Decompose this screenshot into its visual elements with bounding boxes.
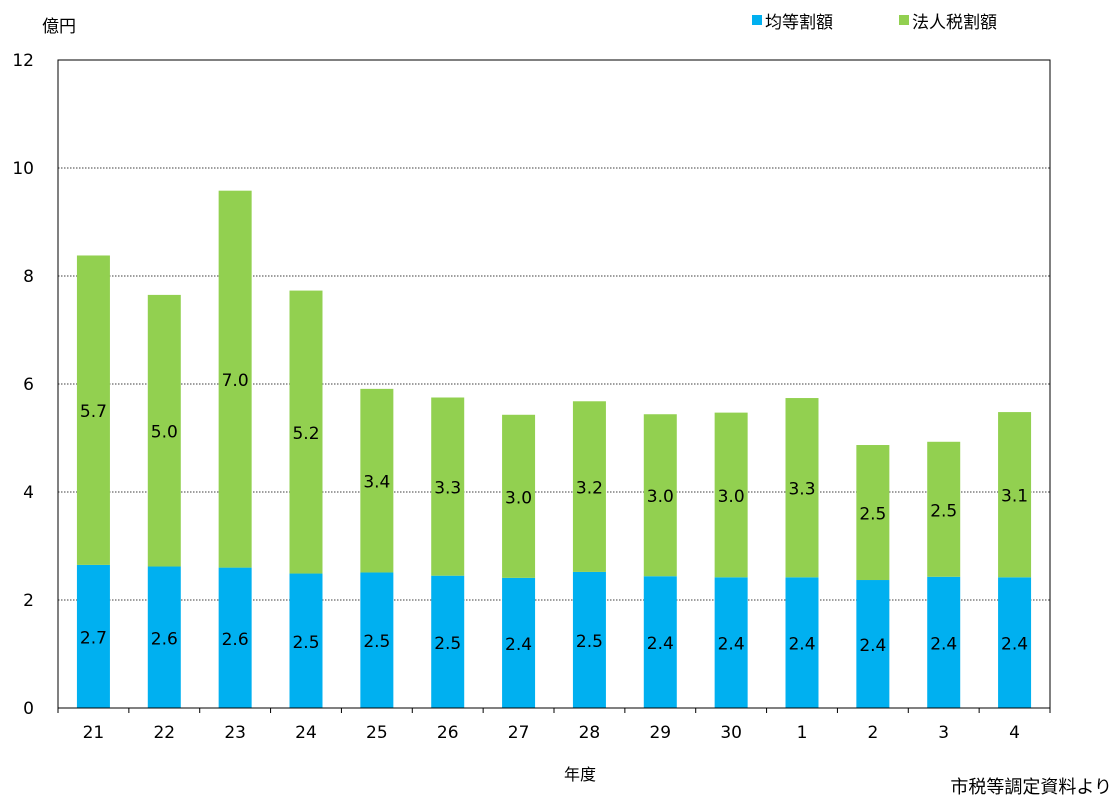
data-label: 2.5: [292, 633, 319, 653]
x-tick-label: 3: [938, 723, 949, 743]
data-label: 2.4: [930, 634, 957, 654]
x-tick-label: 22: [153, 723, 175, 743]
bar-kintouwari: [572, 571, 606, 708]
legend-label-houjinzeiwari: 法人税割額: [912, 13, 997, 33]
y-axis-ticks: 0 2 4 6 8 10 12: [12, 51, 34, 719]
x-axis-label: 年度: [564, 765, 596, 784]
x-tick-label: 21: [83, 723, 105, 743]
y-tick-label: 6: [23, 375, 34, 395]
data-label: 2.4: [788, 635, 815, 655]
data-labels: 2.7 5.7 2.6 5.0 2.6 7.0 2.5 5.2 2.5 3.4 2.5 3.3 2.4 3…: [80, 371, 1028, 656]
legend-label-kintouwari: 均等割額: [765, 13, 833, 33]
x-tick-label: 4: [1009, 723, 1020, 743]
bars: [76, 190, 1032, 708]
data-label: 2.6: [222, 630, 249, 650]
data-label: 2.7: [80, 628, 107, 648]
data-label: 3.3: [434, 479, 461, 499]
data-label: 2.5: [576, 632, 603, 652]
x-tick-label: 26: [437, 723, 459, 743]
bar-kintouwari: [714, 577, 748, 708]
bar-kintouwari: [785, 577, 819, 708]
data-label: 2.6: [151, 629, 178, 649]
x-tick-label: 1: [797, 723, 808, 743]
x-tick-label: 27: [508, 723, 530, 743]
data-label: 5.0: [151, 423, 178, 443]
data-label: 5.7: [80, 402, 107, 422]
bar-houjinzeiwari: [785, 398, 819, 578]
data-label: 7.0: [222, 371, 249, 391]
data-label: 2.4: [505, 635, 532, 655]
bar-houjinzeiwari: [502, 414, 536, 578]
bar-kintouwari: [147, 566, 181, 708]
x-tick-label: 28: [579, 723, 601, 743]
y-tick-label: 12: [12, 51, 34, 71]
y-tick-label: 4: [23, 483, 34, 503]
bar-houjinzeiwari: [927, 441, 961, 577]
data-label: 2.5: [434, 634, 461, 654]
bar-houjinzeiwari: [714, 412, 748, 578]
bar-kintouwari: [502, 577, 536, 708]
legend-swatch-houjinzeiwari: [899, 15, 909, 25]
bar-houjinzeiwari: [572, 401, 606, 572]
data-label: 3.0: [505, 488, 532, 508]
bar-houjinzeiwari: [289, 290, 323, 574]
x-tick-label: 25: [366, 723, 388, 743]
legend-swatch-kintouwari: [752, 15, 762, 25]
bar-houjinzeiwari: [856, 445, 890, 581]
legend: 均等割額 法人税割額: [752, 13, 997, 33]
bar-kintouwari: [360, 572, 394, 708]
x-axis-ticks: 21 22 23 24 25 26 27 28 29 30 1 2 3 4: [57, 708, 1051, 743]
bar-kintouwari: [431, 575, 465, 708]
x-tick-label: 29: [649, 723, 671, 743]
data-label: 3.2: [576, 479, 603, 499]
bar-houjinzeiwari: [218, 190, 252, 568]
data-label: 3.0: [647, 487, 674, 507]
source-note: 市税等調定資料より: [950, 777, 1112, 796]
data-label: 2.4: [718, 635, 745, 655]
data-label: 2.5: [363, 632, 390, 652]
bar-kintouwari: [289, 573, 323, 708]
data-label: 2.4: [647, 634, 674, 654]
bar-kintouwari: [218, 567, 252, 708]
y-tick-label: 8: [23, 267, 34, 287]
data-label: 2.5: [859, 505, 886, 525]
x-tick-label: 23: [224, 723, 246, 743]
bar-kintouwari: [927, 576, 961, 708]
data-label: 2.4: [859, 636, 886, 656]
data-label: 3.1: [1001, 487, 1028, 507]
bar-kintouwari: [643, 576, 677, 708]
data-label: 2.4: [1001, 635, 1028, 655]
bar-houjinzeiwari: [998, 412, 1032, 578]
x-tick-label: 24: [295, 723, 317, 743]
y-tick-label: 10: [12, 159, 34, 179]
y-tick-label: 2: [23, 591, 34, 611]
y-axis-unit-label: 億円: [42, 17, 76, 37]
data-label: 3.4: [363, 473, 390, 493]
y-tick-label: 0: [23, 699, 34, 719]
bar-kintouwari: [856, 580, 890, 708]
data-label: 3.0: [718, 487, 745, 507]
bar-houjinzeiwari: [360, 388, 394, 573]
data-label: 5.2: [292, 424, 319, 444]
gridlines: [58, 167, 1050, 601]
data-label: 2.5: [930, 501, 957, 521]
bar-houjinzeiwari: [431, 397, 465, 576]
bar-kintouwari: [76, 564, 110, 708]
x-tick-label: 2: [867, 723, 878, 743]
data-label: 3.3: [788, 480, 815, 500]
x-tick-label: 30: [720, 723, 742, 743]
bar-houjinzeiwari: [76, 255, 110, 565]
bar-kintouwari: [998, 577, 1032, 708]
bar-houjinzeiwari: [147, 294, 181, 567]
bar-houjinzeiwari: [643, 414, 677, 577]
